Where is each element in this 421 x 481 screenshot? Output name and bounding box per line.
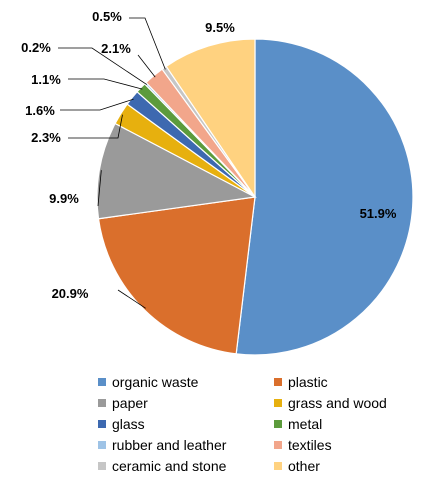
legend-swatch: [98, 440, 106, 449]
legend-swatch: [98, 419, 106, 428]
legend-item-ceramic-and-stone: ceramic and stone: [98, 456, 274, 475]
legend-label: glass: [112, 415, 145, 432]
pie-slice-paper: [96, 122, 257, 220]
legend-item-paper: paper: [98, 393, 274, 412]
legend-label: rubber and leather: [112, 436, 227, 453]
legend-label: paper: [112, 394, 148, 411]
data-label-paper: 9.9%: [49, 191, 79, 206]
data-label-ceramic-and-stone: 0.5%: [92, 9, 122, 24]
legend-swatch: [98, 461, 106, 470]
data-label-textiles: 2.1%: [101, 41, 131, 56]
data-label-plastic: 20.9%: [52, 286, 89, 301]
leader-line-glass: [60, 98, 134, 111]
legend-label: grass and wood: [288, 394, 387, 411]
pie-slices: [96, 38, 414, 356]
legend-item-organic-waste: organic waste: [98, 372, 274, 391]
leader-line-rubber-and-leather: [58, 47, 148, 85]
legend-swatch: [274, 377, 282, 386]
data-label-grass-and-wood: 2.3%: [31, 130, 61, 145]
legend-label: metal: [288, 415, 323, 432]
data-label-rubber-and-leather: 0.2%: [21, 40, 51, 55]
legend-item-other: other: [274, 456, 421, 475]
legend-swatch: [274, 440, 282, 449]
legend-swatch: [274, 398, 282, 407]
legend-label: textiles: [288, 436, 332, 453]
pie-chart: 51.9% 20.9% 9.9% 2.3% 1.6% 1.1% 0.2% 2.1% 0.5% 9.…: [21, 9, 414, 356]
leader-line-textiles: [137, 54, 156, 78]
chart-legend: organic waste plastic paper grass and wood g…: [98, 372, 421, 475]
legend-label: ceramic and stone: [112, 457, 227, 474]
leader-line-ceramic-and-stone: [129, 17, 166, 70]
legend-label: organic waste: [112, 373, 199, 390]
legend-item-metal: metal: [274, 414, 421, 433]
leader-line-paper: [97, 170, 102, 207]
legend-item-glass: glass: [98, 414, 274, 433]
pie-slice-organic-waste: [235, 38, 414, 356]
legend-item-textiles: textiles: [274, 435, 421, 454]
pie-slice-plastic: [97, 196, 256, 355]
data-label-other: 9.5%: [205, 20, 235, 35]
legend-item-plastic: plastic: [274, 372, 421, 391]
data-label-metal: 1.1%: [31, 72, 61, 87]
legend-swatch: [98, 377, 106, 386]
legend-label: plastic: [288, 373, 328, 390]
leader-line-metal: [68, 78, 143, 90]
leader-line-grass-and-wood: [68, 114, 123, 139]
data-label-organic-waste: 51.9%: [360, 206, 397, 221]
data-label-glass: 1.6%: [25, 103, 55, 118]
legend-label: other: [288, 457, 320, 474]
legend-item-grass-and-wood: grass and wood: [274, 393, 421, 412]
leader-lines: [58, 17, 166, 309]
legend-item-rubber-and-leather: rubber and leather: [98, 435, 274, 454]
data-labels: 51.9% 20.9% 9.9% 2.3% 1.6% 1.1% 0.2% 2.1% 0.5% 9.…: [21, 9, 397, 301]
legend-swatch: [274, 461, 282, 470]
legend-swatch: [274, 419, 282, 428]
legend-swatch: [98, 398, 106, 407]
pie-slice-other: [165, 38, 256, 199]
leader-line-plastic: [117, 289, 146, 309]
